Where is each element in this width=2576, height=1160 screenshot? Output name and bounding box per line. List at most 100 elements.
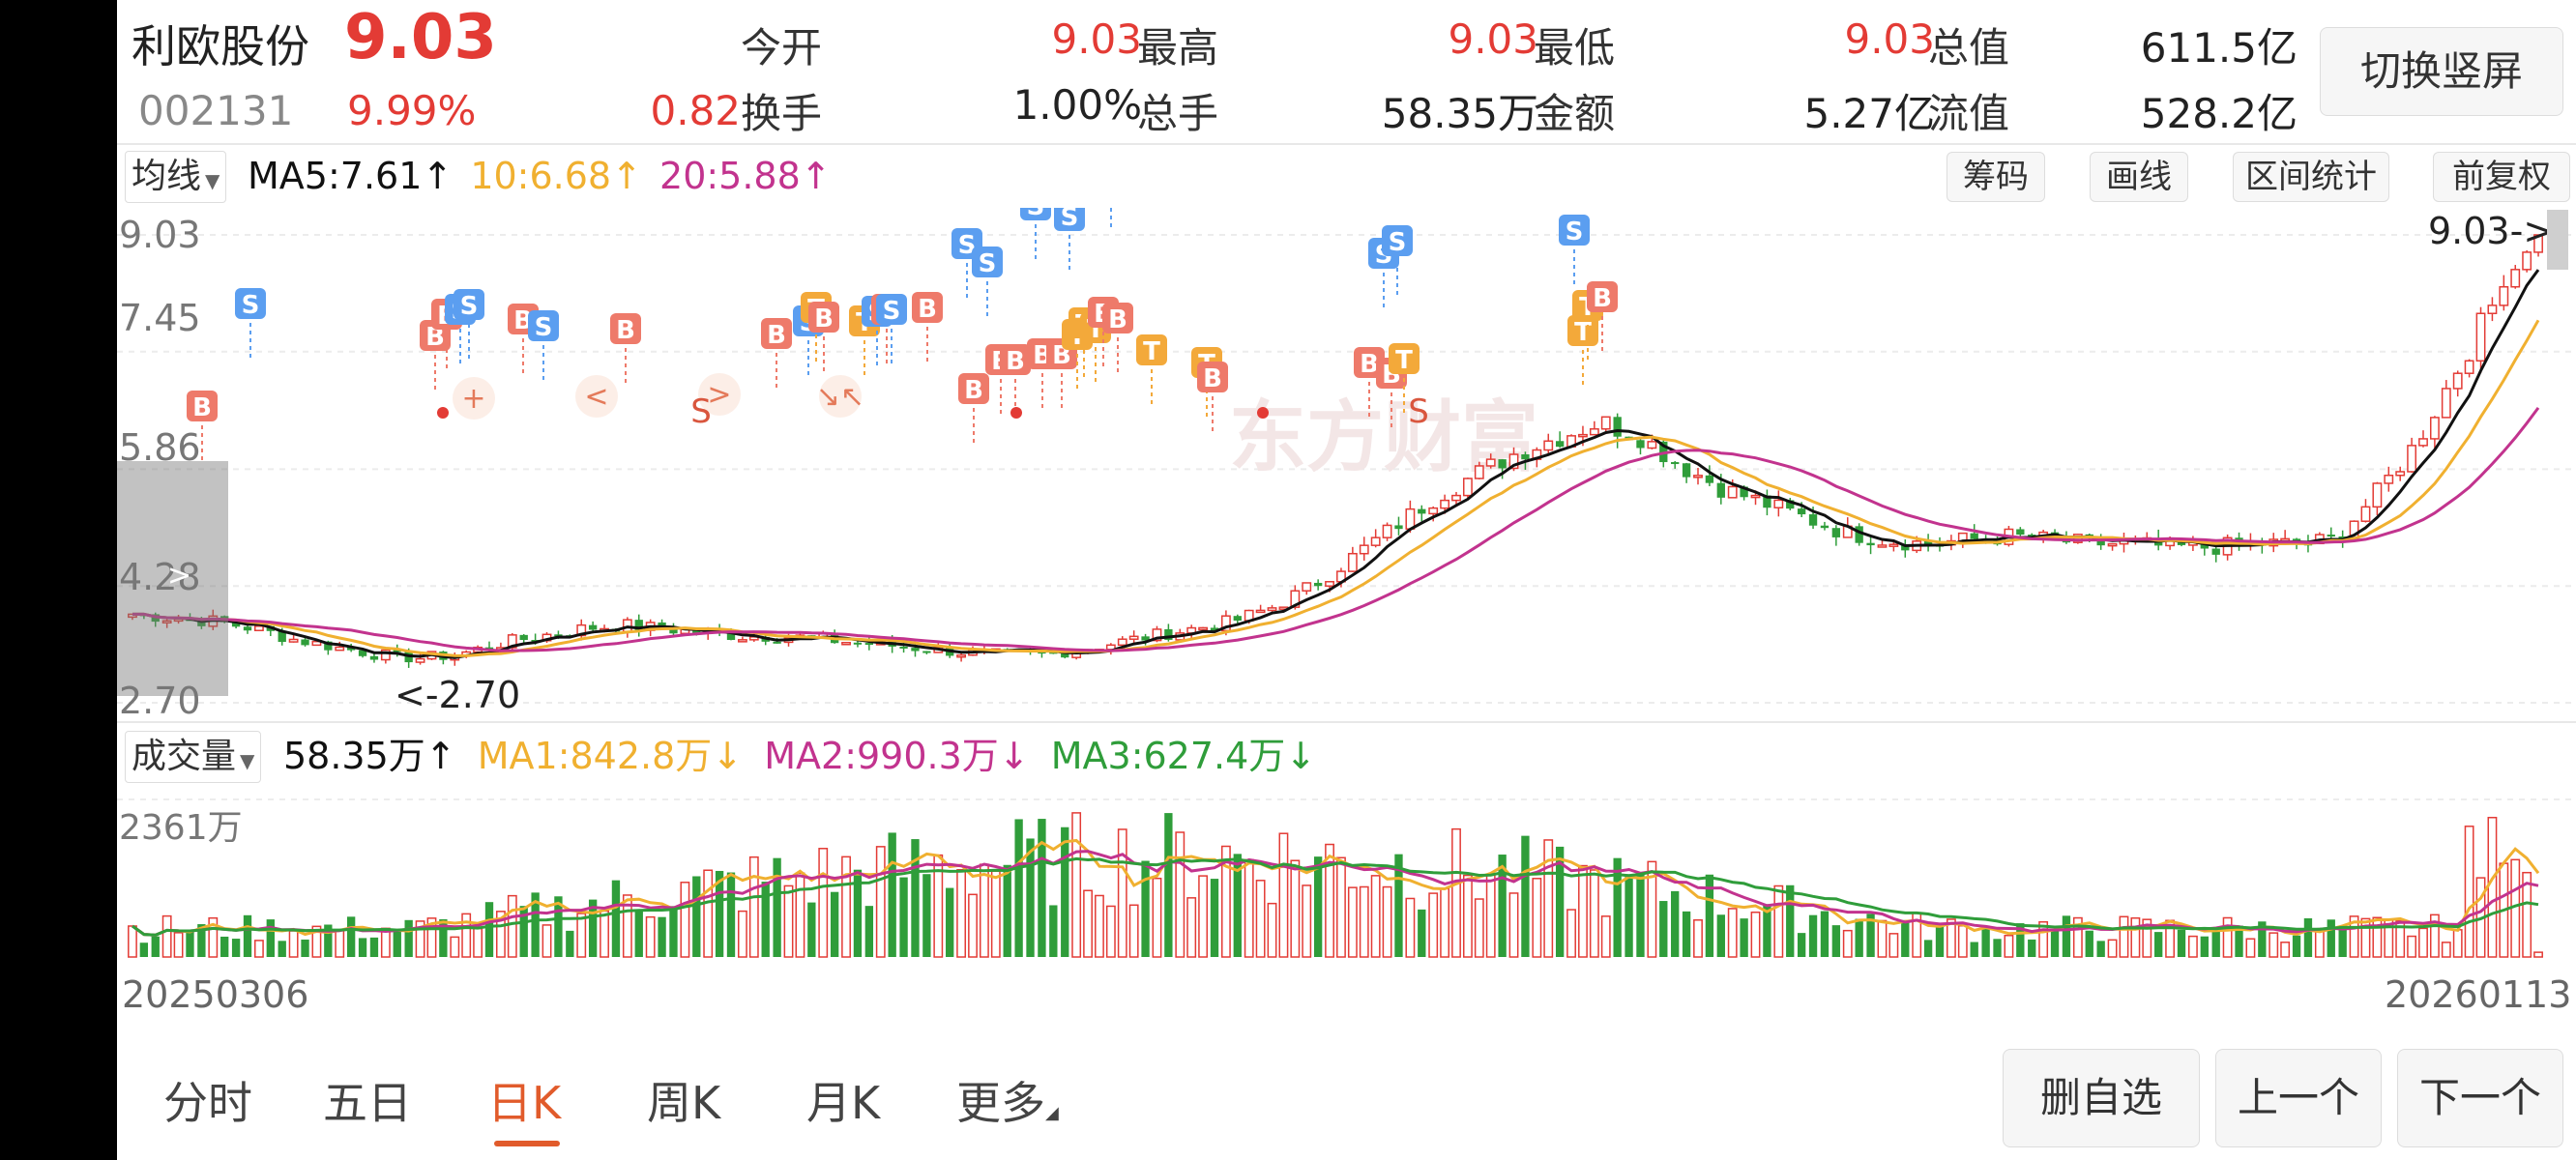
volume-chart[interactable]: 2361万 [117, 788, 2576, 962]
tab-more[interactable]: 更多◢ [956, 1068, 1059, 1132]
volume-bar-down [266, 919, 275, 957]
tab-monthly-k[interactable]: 月K [806, 1077, 881, 1129]
volume-bar-up [1727, 908, 1738, 958]
chips-button[interactable]: 筹码 [1947, 152, 2045, 202]
chevron-right-icon: > [167, 559, 192, 593]
signal-badge [876, 294, 907, 325]
candle-body-up [2452, 372, 2463, 390]
volume-bar-up [680, 882, 690, 958]
min-price-label: <-2.70 [395, 674, 521, 716]
open-label: 今开 [741, 24, 823, 72]
signal-badge [235, 288, 266, 319]
volume-bar-down [1418, 909, 1426, 957]
signal-badge [761, 318, 792, 349]
price-chart[interactable]: 东方财富 SBBBSSBSBBSTBTSBSBSSBBBSSSBBTTTBBTT… [117, 208, 2576, 722]
volume-bar-down [611, 880, 621, 957]
candle-body-down [1210, 627, 1219, 631]
candle-body-down [1141, 636, 1150, 641]
ma-selector[interactable]: 均线 ▼ [125, 151, 227, 203]
candle-body-down [864, 643, 874, 646]
volume-bar-down [1659, 901, 1668, 957]
volume-indicator-selector[interactable]: 成交量 ▼ [125, 731, 262, 783]
volume-bar-up [990, 870, 1001, 958]
volume-value: 58.35万 [1381, 90, 1538, 137]
volume-bar-down [1671, 890, 1680, 957]
volume-bar-up [737, 910, 747, 958]
volume-bar-up [542, 924, 552, 958]
volume-bar-up [507, 894, 517, 958]
candle-body-down [531, 639, 540, 642]
signal-badge-label: S [242, 291, 260, 320]
candle-body-down [634, 620, 643, 631]
switch-portrait-button[interactable]: 切换竖屏 [2320, 27, 2563, 116]
volume-bar-up [311, 925, 322, 958]
candle-body-up [2510, 269, 2521, 288]
previous-stock-button[interactable]: 上一个 [2215, 1049, 2382, 1147]
s-label: S [690, 392, 712, 431]
next-stock-button[interactable]: 下一个 [2397, 1049, 2563, 1147]
tab-weekly-k[interactable]: 周K [647, 1077, 721, 1129]
arrow-up-icon: ↑ [611, 155, 642, 197]
volume-bar-down [439, 918, 448, 957]
candle-body-up [1589, 428, 1599, 436]
candle-body-up [380, 649, 391, 661]
adjust-price-button[interactable]: 前复权 [2433, 152, 2570, 202]
signal-badge [1136, 334, 1167, 365]
volume-bar-down [566, 930, 574, 957]
volume-bar-down [669, 906, 678, 957]
volume-bar-down [658, 916, 666, 957]
volume-bar-up [2522, 871, 2532, 958]
volume-bar-down [1740, 918, 1748, 957]
range-stats-button[interactable]: 区间统计 [2233, 152, 2389, 202]
candle-body-down [1763, 495, 1771, 508]
volume-bar-up [1359, 885, 1369, 958]
signal-badge-label: B [616, 316, 635, 345]
candle-body-up [1267, 607, 1277, 612]
volume-bar-up [1278, 832, 1289, 958]
volume-bar-down [1682, 911, 1691, 957]
watermark: 东方财富 [1229, 392, 1538, 482]
scroll-handle[interactable] [2547, 210, 2568, 270]
volume-bar-down [243, 914, 252, 957]
candle-body-down [1740, 486, 1748, 498]
volume-bar-down [2177, 929, 2186, 957]
candle-body-down [1038, 652, 1046, 654]
last-price: 9.03 [344, 2, 497, 73]
volume-bar-up [1888, 933, 1899, 958]
tab-more-label: 更多 [956, 1077, 1045, 1129]
volume-bar-up [2038, 920, 2049, 958]
volume-bar-up [473, 927, 483, 958]
volume-max-label: 2361万 [119, 808, 243, 848]
overlay-circle-button [453, 377, 495, 420]
remove-watchlist-button[interactable]: 删自选 [2003, 1049, 2200, 1147]
tab-five-day[interactable]: 五日 [323, 1077, 412, 1129]
volume-bar-up [1842, 929, 1853, 958]
volume-bar-up [1175, 831, 1186, 958]
volume-bar-down [1521, 835, 1530, 957]
candle-body-up [1117, 638, 1127, 647]
candle-body-up [1428, 507, 1439, 515]
volume-bar-down [726, 872, 736, 957]
candle-body-up [1508, 453, 1519, 470]
volume-bar-down [301, 939, 309, 957]
tab-intraday[interactable]: 分时 [163, 1077, 252, 1129]
candle-body-up [415, 657, 425, 663]
signal-badge-label: S [883, 297, 901, 326]
ma10-value: 10:6.68 [470, 155, 612, 197]
left-scroll-overlay[interactable] [117, 461, 228, 696]
volume-bar-down [1061, 826, 1069, 957]
overlay-glyph: + [461, 382, 485, 416]
volume-bar-down [554, 896, 563, 957]
overlay-glyph: < [584, 380, 608, 414]
volume-bar-down [715, 870, 724, 957]
signal-badge-label: B [513, 306, 533, 335]
candle-body-up [1888, 543, 1899, 547]
tab-daily-k[interactable]: 日K [487, 1077, 562, 1129]
volume-bar-down [864, 906, 874, 957]
draw-line-button[interactable]: 画线 [2090, 152, 2188, 202]
volume-bar-down [2085, 930, 2093, 957]
volume-bar-down [1808, 914, 1818, 957]
signal-dot [437, 407, 449, 419]
volume-bar-up [461, 913, 472, 958]
volume-bar-up [2533, 951, 2543, 958]
